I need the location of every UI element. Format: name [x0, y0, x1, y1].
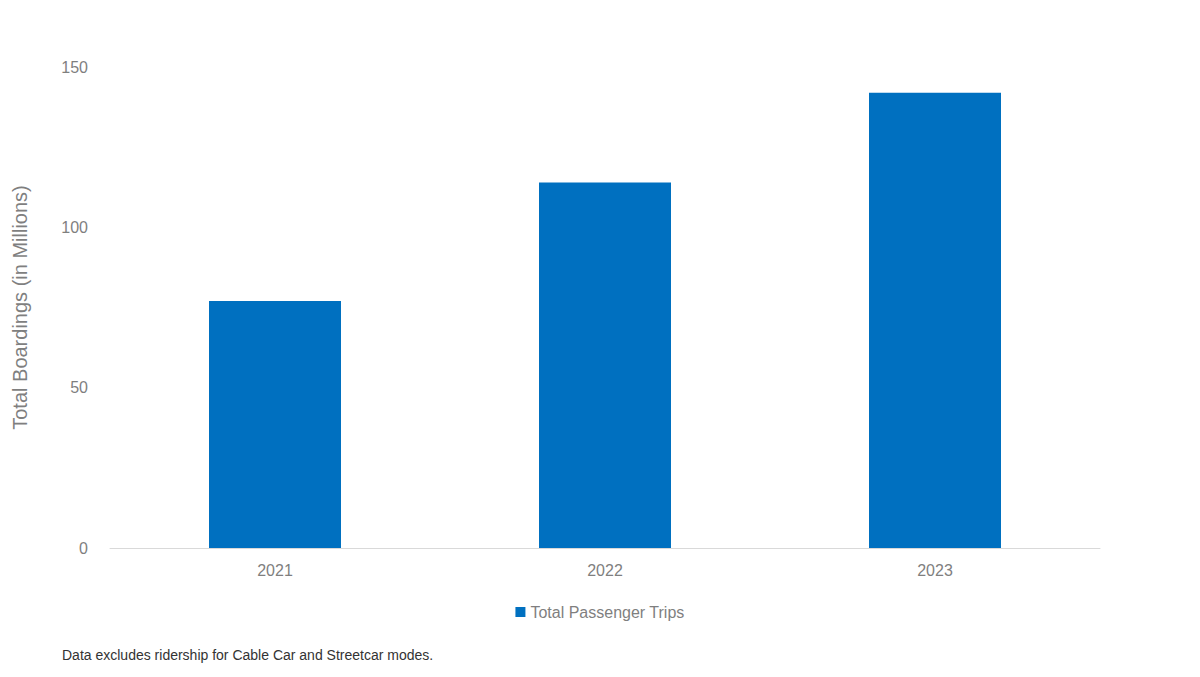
svg-text:150: 150	[61, 59, 88, 76]
svg-text:2023: 2023	[917, 562, 953, 579]
svg-text:Data excludes ridership for Ca: Data excludes ridership for Cable Car an…	[62, 647, 433, 663]
svg-text:0: 0	[79, 540, 88, 557]
svg-text:100: 100	[61, 219, 88, 236]
svg-text:50: 50	[70, 379, 88, 396]
svg-text:Total Boardings (in Millions): Total Boardings (in Millions)	[9, 185, 31, 430]
svg-text:Total Passenger Trips: Total Passenger Trips	[530, 604, 684, 621]
svg-text:2021: 2021	[257, 562, 293, 579]
svg-text:2022: 2022	[587, 562, 623, 579]
